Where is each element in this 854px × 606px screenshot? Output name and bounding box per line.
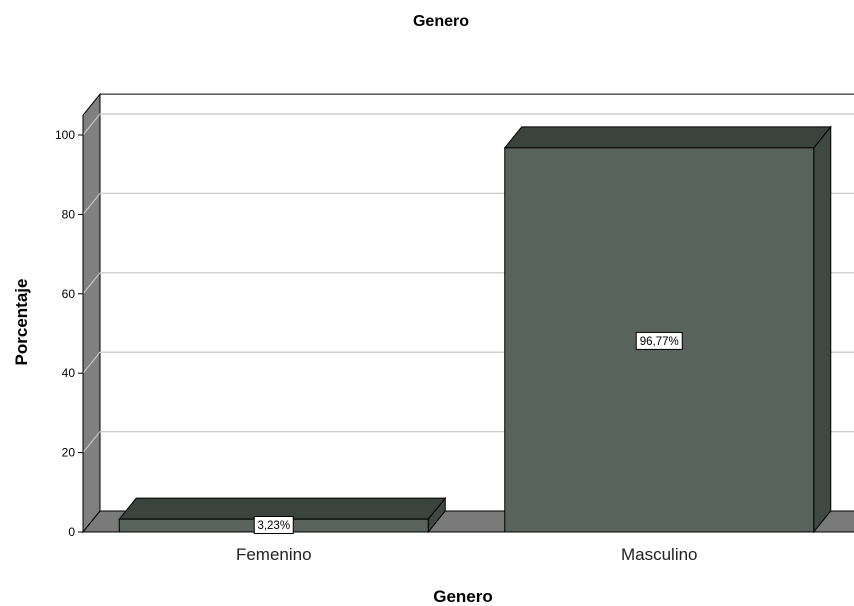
gridline-wall (82, 431, 101, 453)
left-wall (82, 92, 101, 534)
bar-side (813, 125, 832, 534)
y-tick-label: 80 (62, 207, 76, 221)
y-tick-label: 40 (62, 366, 76, 380)
bar-top (503, 126, 832, 149)
y-tick-label: 20 (62, 446, 76, 460)
chart-title: Genero (413, 13, 469, 30)
gridline-wall (82, 272, 101, 295)
data-label: 96,77% (640, 336, 679, 348)
gridline-wall (82, 113, 101, 136)
data-label-box (253, 516, 294, 534)
x-tick-label: Femenino (236, 545, 312, 564)
gridline-wall (82, 193, 101, 215)
data-label: 3,23% (257, 520, 290, 532)
gridline-wall (82, 351, 101, 374)
y-axis-label: Porcentaje (12, 279, 31, 366)
y-tick-label: 60 (62, 287, 76, 301)
y-tick-label: 0 (68, 525, 75, 539)
x-axis-label: Genero (433, 587, 493, 606)
bar-masculino (503, 125, 832, 534)
x-tick-label: Masculino (621, 545, 698, 564)
plot-area: 0 20 40 60 80 100 3,23% Femenino 96,77% Masculino (55, 92, 854, 564)
data-label-box (635, 331, 683, 350)
y-tick-label: 100 (55, 128, 75, 142)
